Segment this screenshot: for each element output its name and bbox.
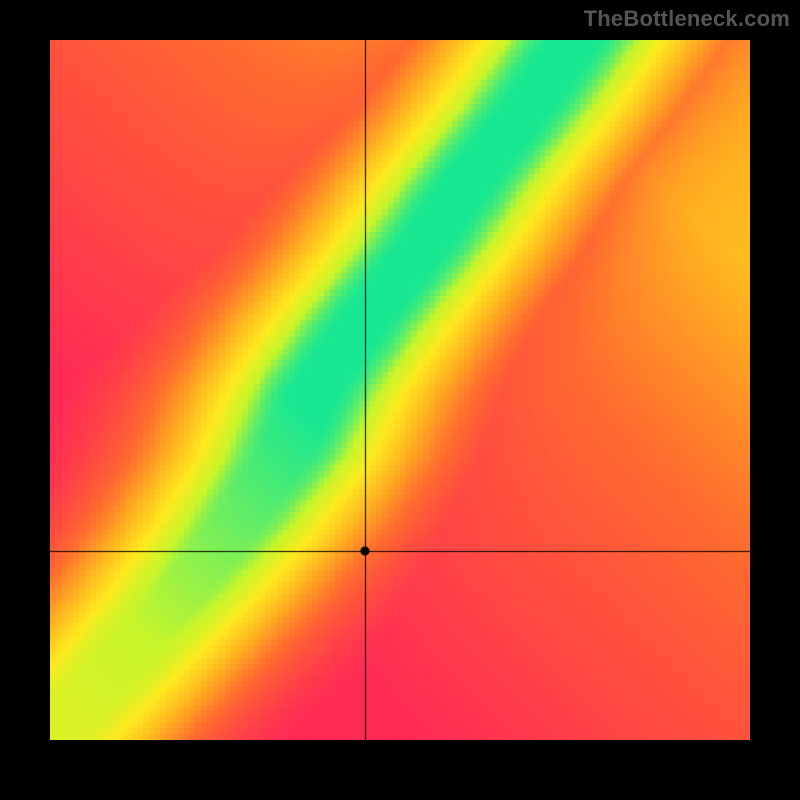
heatmap-canvas xyxy=(50,40,750,740)
watermark-text: TheBottleneck.com xyxy=(584,6,790,32)
chart-container: TheBottleneck.com xyxy=(0,0,800,800)
